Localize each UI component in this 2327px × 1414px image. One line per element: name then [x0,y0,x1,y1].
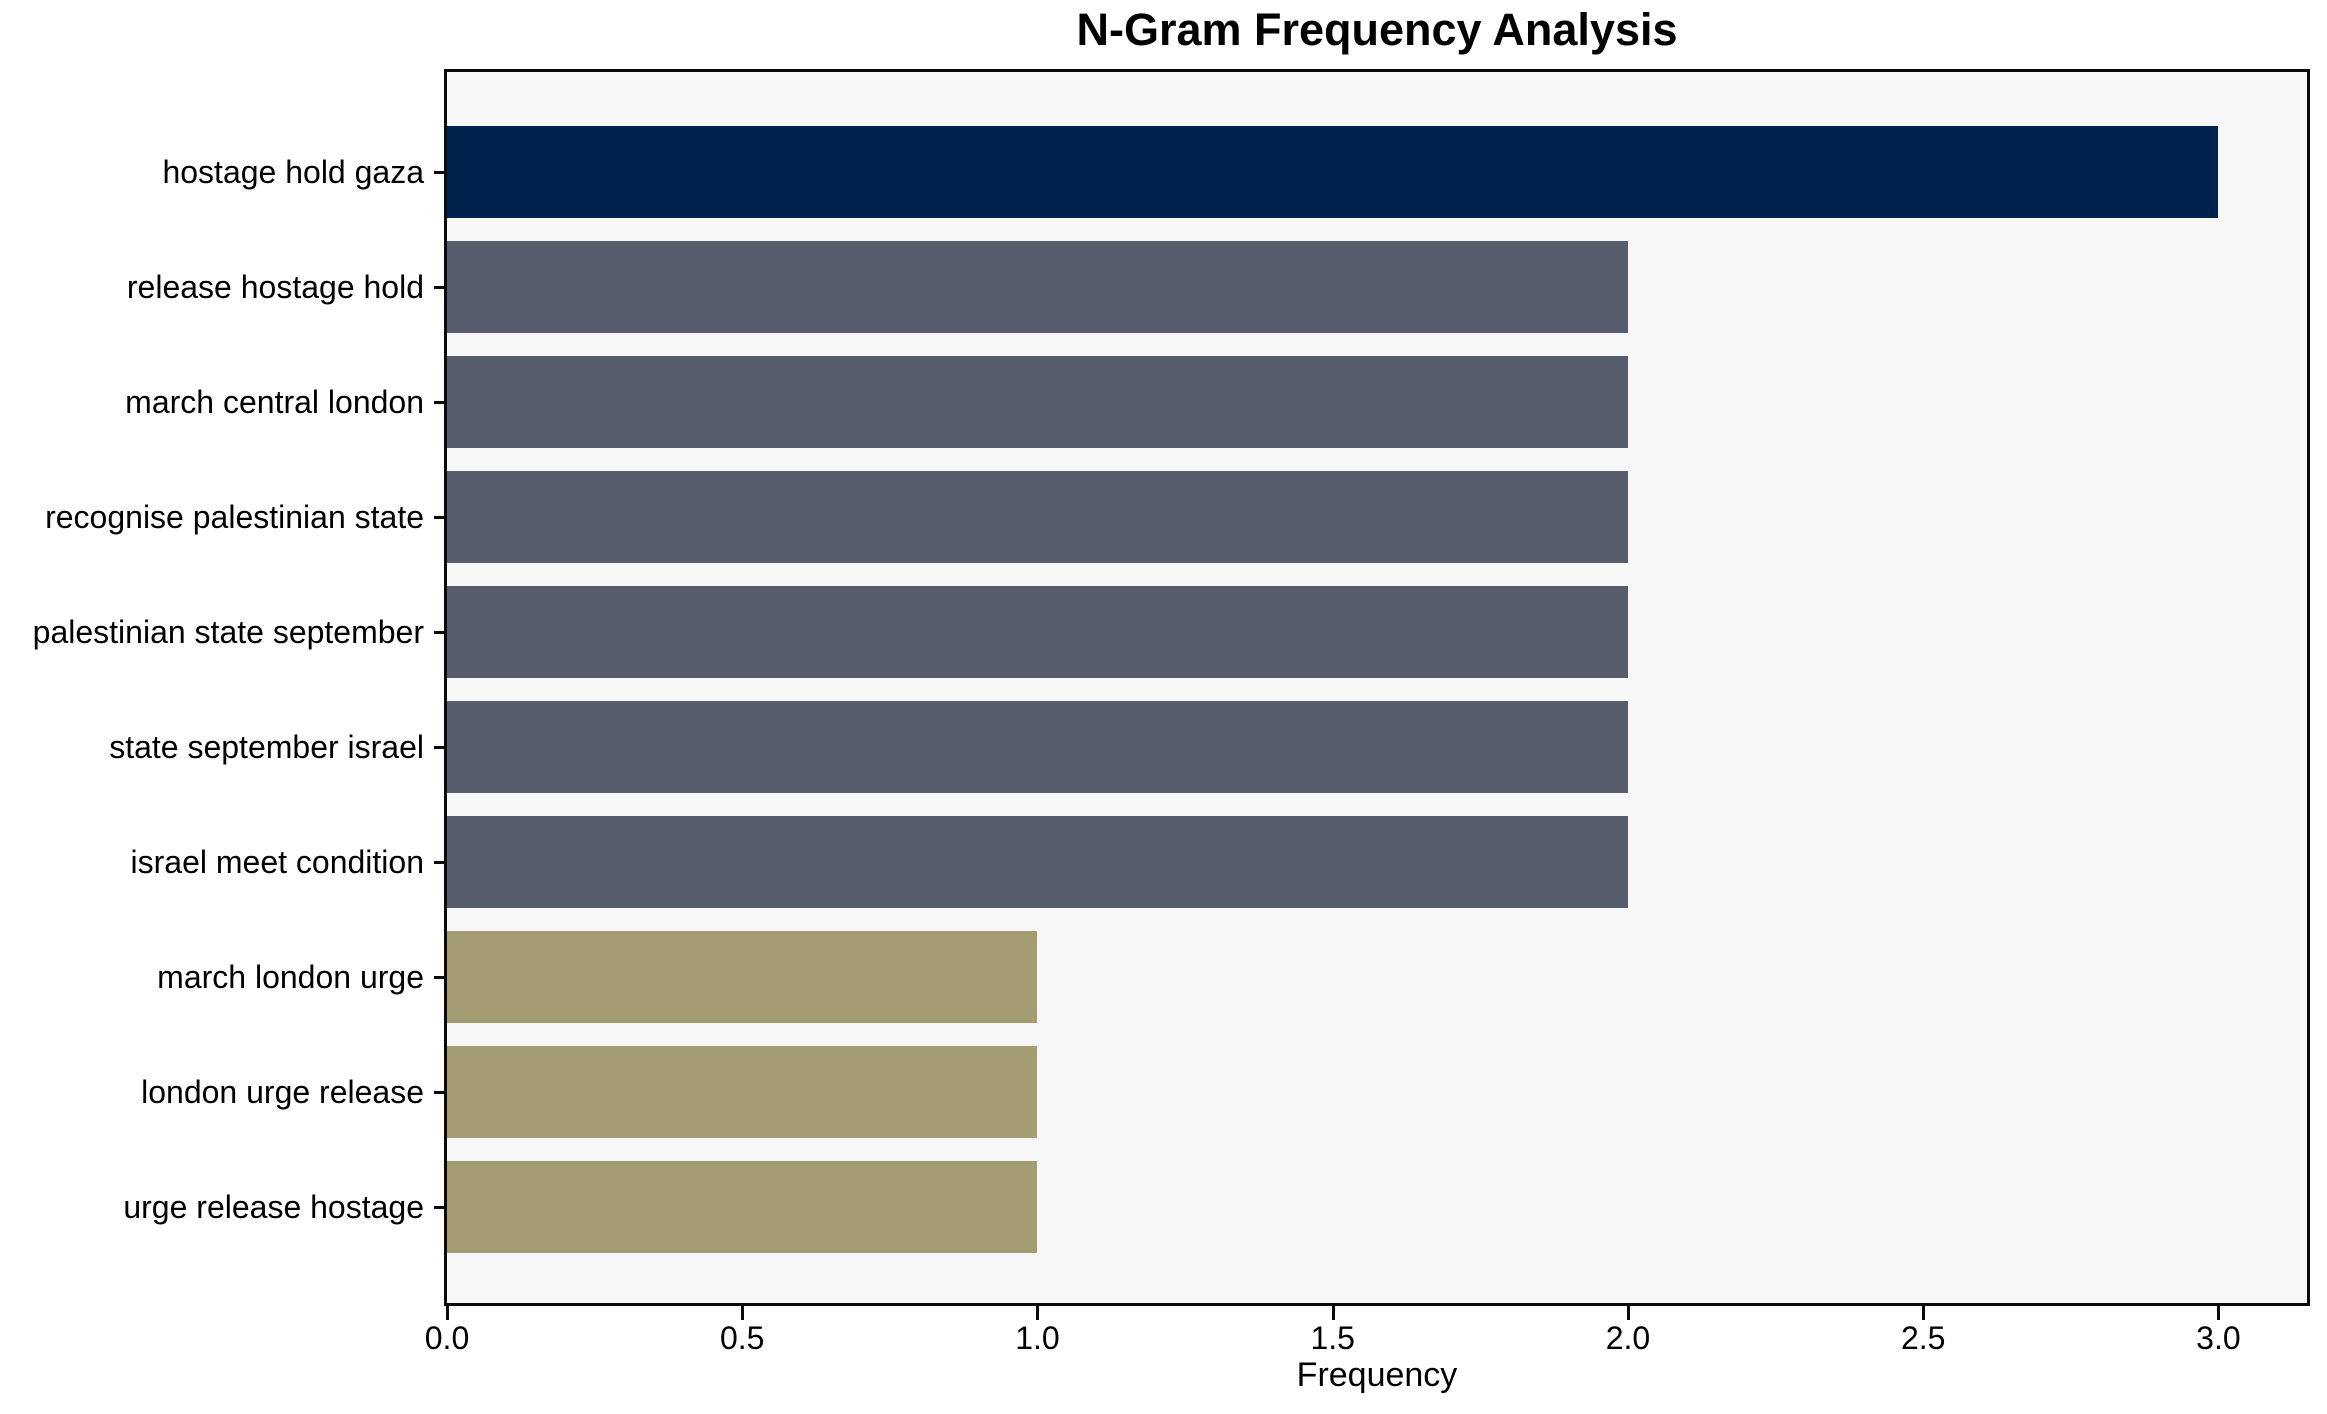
bar [447,586,1628,678]
y-tick-mark [434,401,447,404]
y-tick-label: palestinian state september [32,614,424,650]
bar [447,241,1628,333]
y-tick-mark [434,516,447,519]
y-tick-label: state september israel [109,729,424,765]
y-tick-mark [434,631,447,634]
x-tick-mark [2217,1306,2221,1320]
bar [447,1046,1037,1138]
x-tick-label: 2.0 [1605,1320,1651,1356]
x-tick-mark [1331,1306,1335,1320]
y-tick-label: march london urge [157,959,424,995]
x-tick-mark [1922,1306,1926,1320]
y-tick-label: recognise palestinian state [45,499,424,535]
y-tick-mark [434,1206,447,1209]
bar [447,701,1628,793]
y-tick-label: release hostage hold [126,269,424,305]
plot-area [444,69,2310,1306]
bar [447,356,1628,448]
bar [447,816,1628,908]
chart-title: N-Gram Frequency Analysis [1076,4,1678,55]
y-tick-label: israel meet condition [130,844,424,880]
y-tick-label: march central london [125,384,424,420]
x-tick-label: 1.0 [1015,1320,1060,1356]
x-tick-mark [741,1306,745,1320]
x-tick-label: 3.0 [2196,1320,2241,1356]
x-tick-label: 0.5 [719,1320,765,1356]
y-tick-mark [434,286,447,289]
bar [447,471,1628,563]
y-tick-mark [434,1091,447,1094]
bar [447,931,1037,1023]
x-tick-mark [1036,1306,1040,1320]
y-tick-mark [434,861,447,864]
y-tick-label: hostage hold gaza [162,154,424,190]
y-tick-mark [434,976,447,979]
x-tick-mark [446,1306,449,1320]
x-tick-mark [1626,1306,1630,1320]
y-tick-label: london urge release [141,1074,424,1110]
x-tick-label: 1.5 [1310,1320,1355,1356]
x-axis-title: Frequency [1296,1356,1458,1394]
bar [447,126,2218,218]
x-tick-label: 0.0 [424,1320,470,1356]
y-tick-mark [434,746,447,749]
bar [447,1161,1037,1253]
x-tick-label: 2.5 [1900,1320,1946,1356]
y-tick-mark [434,171,447,174]
y-tick-label: urge release hostage [123,1189,424,1225]
